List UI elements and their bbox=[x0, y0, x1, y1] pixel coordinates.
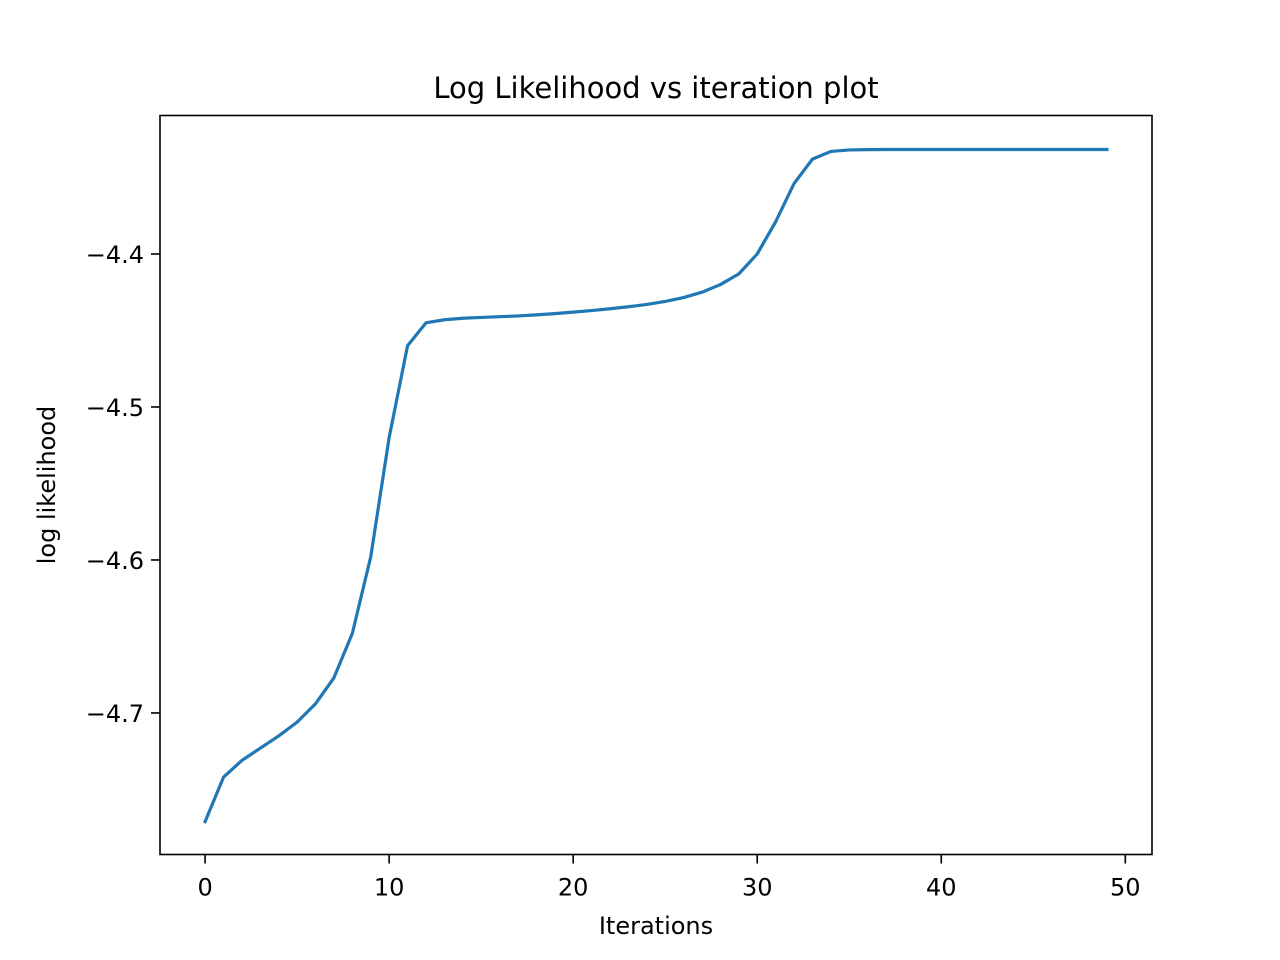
x-tick-label: 20 bbox=[558, 874, 589, 902]
y-tick-label: −4.4 bbox=[86, 241, 144, 269]
chart-title: Log Likelihood vs iteration plot bbox=[433, 71, 878, 105]
x-axis-label: Iterations bbox=[599, 912, 713, 940]
y-tick-label: −4.6 bbox=[86, 547, 144, 575]
y-axis-ticks: −4.4 −4.5 −4.6 −4.7 bbox=[86, 241, 160, 728]
x-tick-label: 0 bbox=[197, 874, 212, 902]
plot-area bbox=[160, 115, 1152, 855]
y-tick-label: −4.7 bbox=[86, 700, 144, 728]
x-axis-ticks: 0 10 20 30 40 50 bbox=[197, 854, 1141, 902]
x-tick-label: 30 bbox=[742, 874, 773, 902]
series-line-0 bbox=[202, 147, 1109, 824]
y-tick-label: −4.5 bbox=[86, 394, 144, 422]
plot-frame bbox=[159, 114, 1153, 856]
x-tick-label: 50 bbox=[1110, 874, 1141, 902]
y-axis-label: log likelihood bbox=[33, 406, 61, 565]
x-tick-label: 40 bbox=[926, 874, 957, 902]
series-layer bbox=[202, 147, 1109, 824]
x-tick-label: 10 bbox=[374, 874, 405, 902]
